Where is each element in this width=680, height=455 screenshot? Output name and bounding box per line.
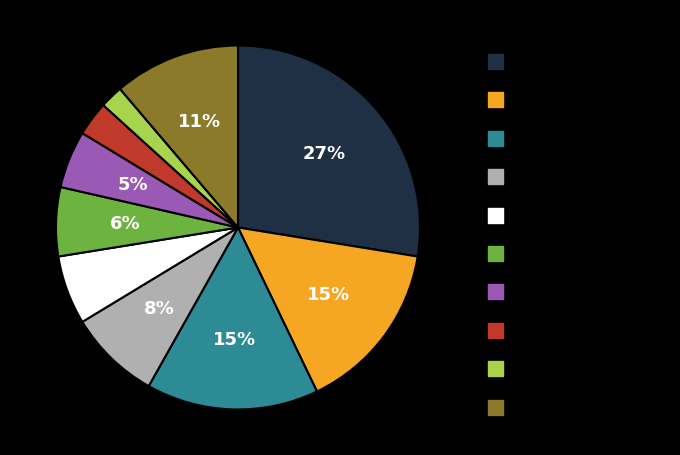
Wedge shape (82, 105, 238, 228)
Wedge shape (120, 46, 238, 228)
Wedge shape (82, 228, 238, 386)
Text: 8%: 8% (144, 299, 175, 318)
Wedge shape (58, 228, 238, 322)
Text: 15%: 15% (213, 331, 256, 349)
Text: 15%: 15% (307, 286, 350, 304)
Wedge shape (56, 187, 238, 257)
Text: 27%: 27% (303, 145, 345, 163)
Text: 6%: 6% (110, 215, 141, 233)
Wedge shape (149, 228, 317, 410)
Wedge shape (238, 228, 418, 391)
Text: 6%: 6% (117, 258, 148, 275)
Text: 11%: 11% (177, 112, 220, 131)
Wedge shape (103, 89, 238, 228)
Wedge shape (238, 46, 420, 257)
Text: 5%: 5% (118, 176, 149, 194)
Wedge shape (61, 133, 238, 228)
